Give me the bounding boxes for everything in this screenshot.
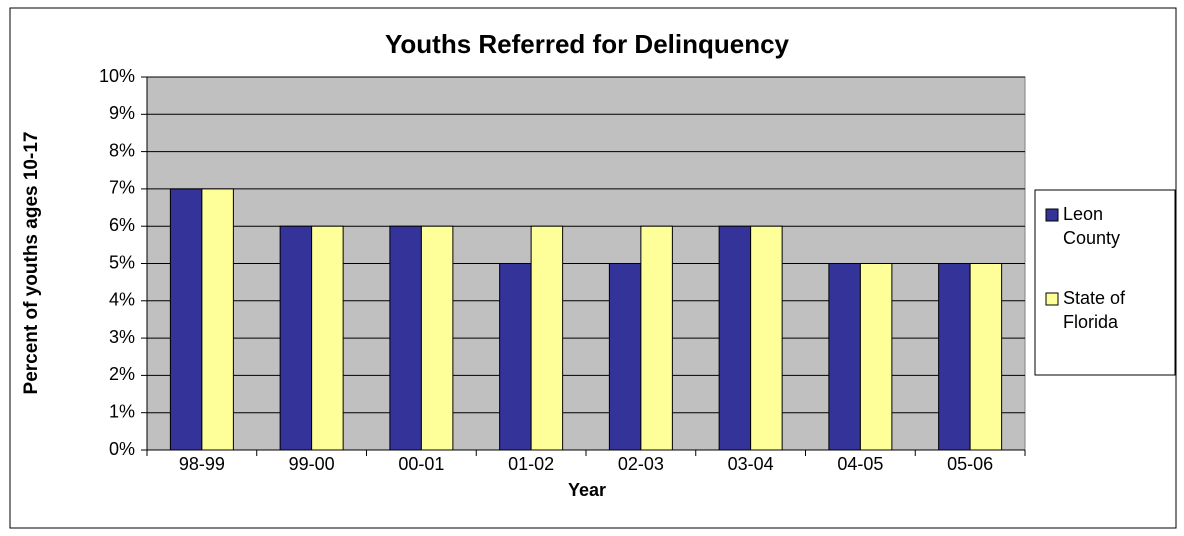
bar — [640, 225, 673, 451]
bar — [750, 225, 783, 451]
y-tick-label: 8% — [109, 140, 135, 160]
y-tick-label: 7% — [109, 178, 135, 198]
bar — [279, 225, 313, 451]
y-tick-label: 2% — [109, 364, 135, 384]
x-tick-label: 98-99 — [179, 454, 225, 474]
bar — [969, 263, 1003, 451]
bar — [608, 263, 642, 451]
y-tick-label: 6% — [109, 215, 135, 235]
bar — [859, 263, 893, 451]
legend-label: State of Florida — [1063, 288, 1126, 332]
x-tick-label: 02-03 — [618, 454, 664, 474]
y-tick-label: 5% — [109, 252, 135, 272]
legend-swatch — [1045, 208, 1059, 222]
y-tick-label: 3% — [109, 327, 135, 347]
bar — [389, 225, 422, 451]
bar — [311, 225, 344, 451]
x-tick-label: 01-02 — [508, 454, 554, 474]
y-tick-label: 1% — [109, 401, 135, 421]
bar — [201, 188, 234, 451]
chart-title: Youths Referred for Delinquency — [385, 29, 790, 59]
bar — [938, 263, 971, 451]
y-tick-label: 0% — [109, 439, 135, 459]
y-tick-label: 10% — [99, 66, 135, 86]
y-axis-title: Percent of youths ages 10-17 — [21, 132, 42, 395]
bar — [420, 225, 454, 451]
x-tick-label: 00-01 — [398, 454, 444, 474]
x-tick-label: 05-06 — [947, 454, 993, 474]
x-tick-label: 03-04 — [728, 454, 774, 474]
y-tick-label: 4% — [109, 290, 135, 310]
y-tick-label: 9% — [109, 103, 135, 123]
legend-label: Leon County — [1063, 204, 1121, 248]
x-tick-label: 04-05 — [837, 454, 883, 474]
bar — [530, 225, 564, 451]
x-tick-label: 99-00 — [289, 454, 335, 474]
legend-swatch — [1045, 292, 1059, 306]
x-axis-title: Year — [568, 480, 606, 500]
bar — [718, 225, 752, 451]
bar — [828, 263, 861, 451]
bar — [169, 188, 203, 451]
bar — [499, 263, 532, 451]
